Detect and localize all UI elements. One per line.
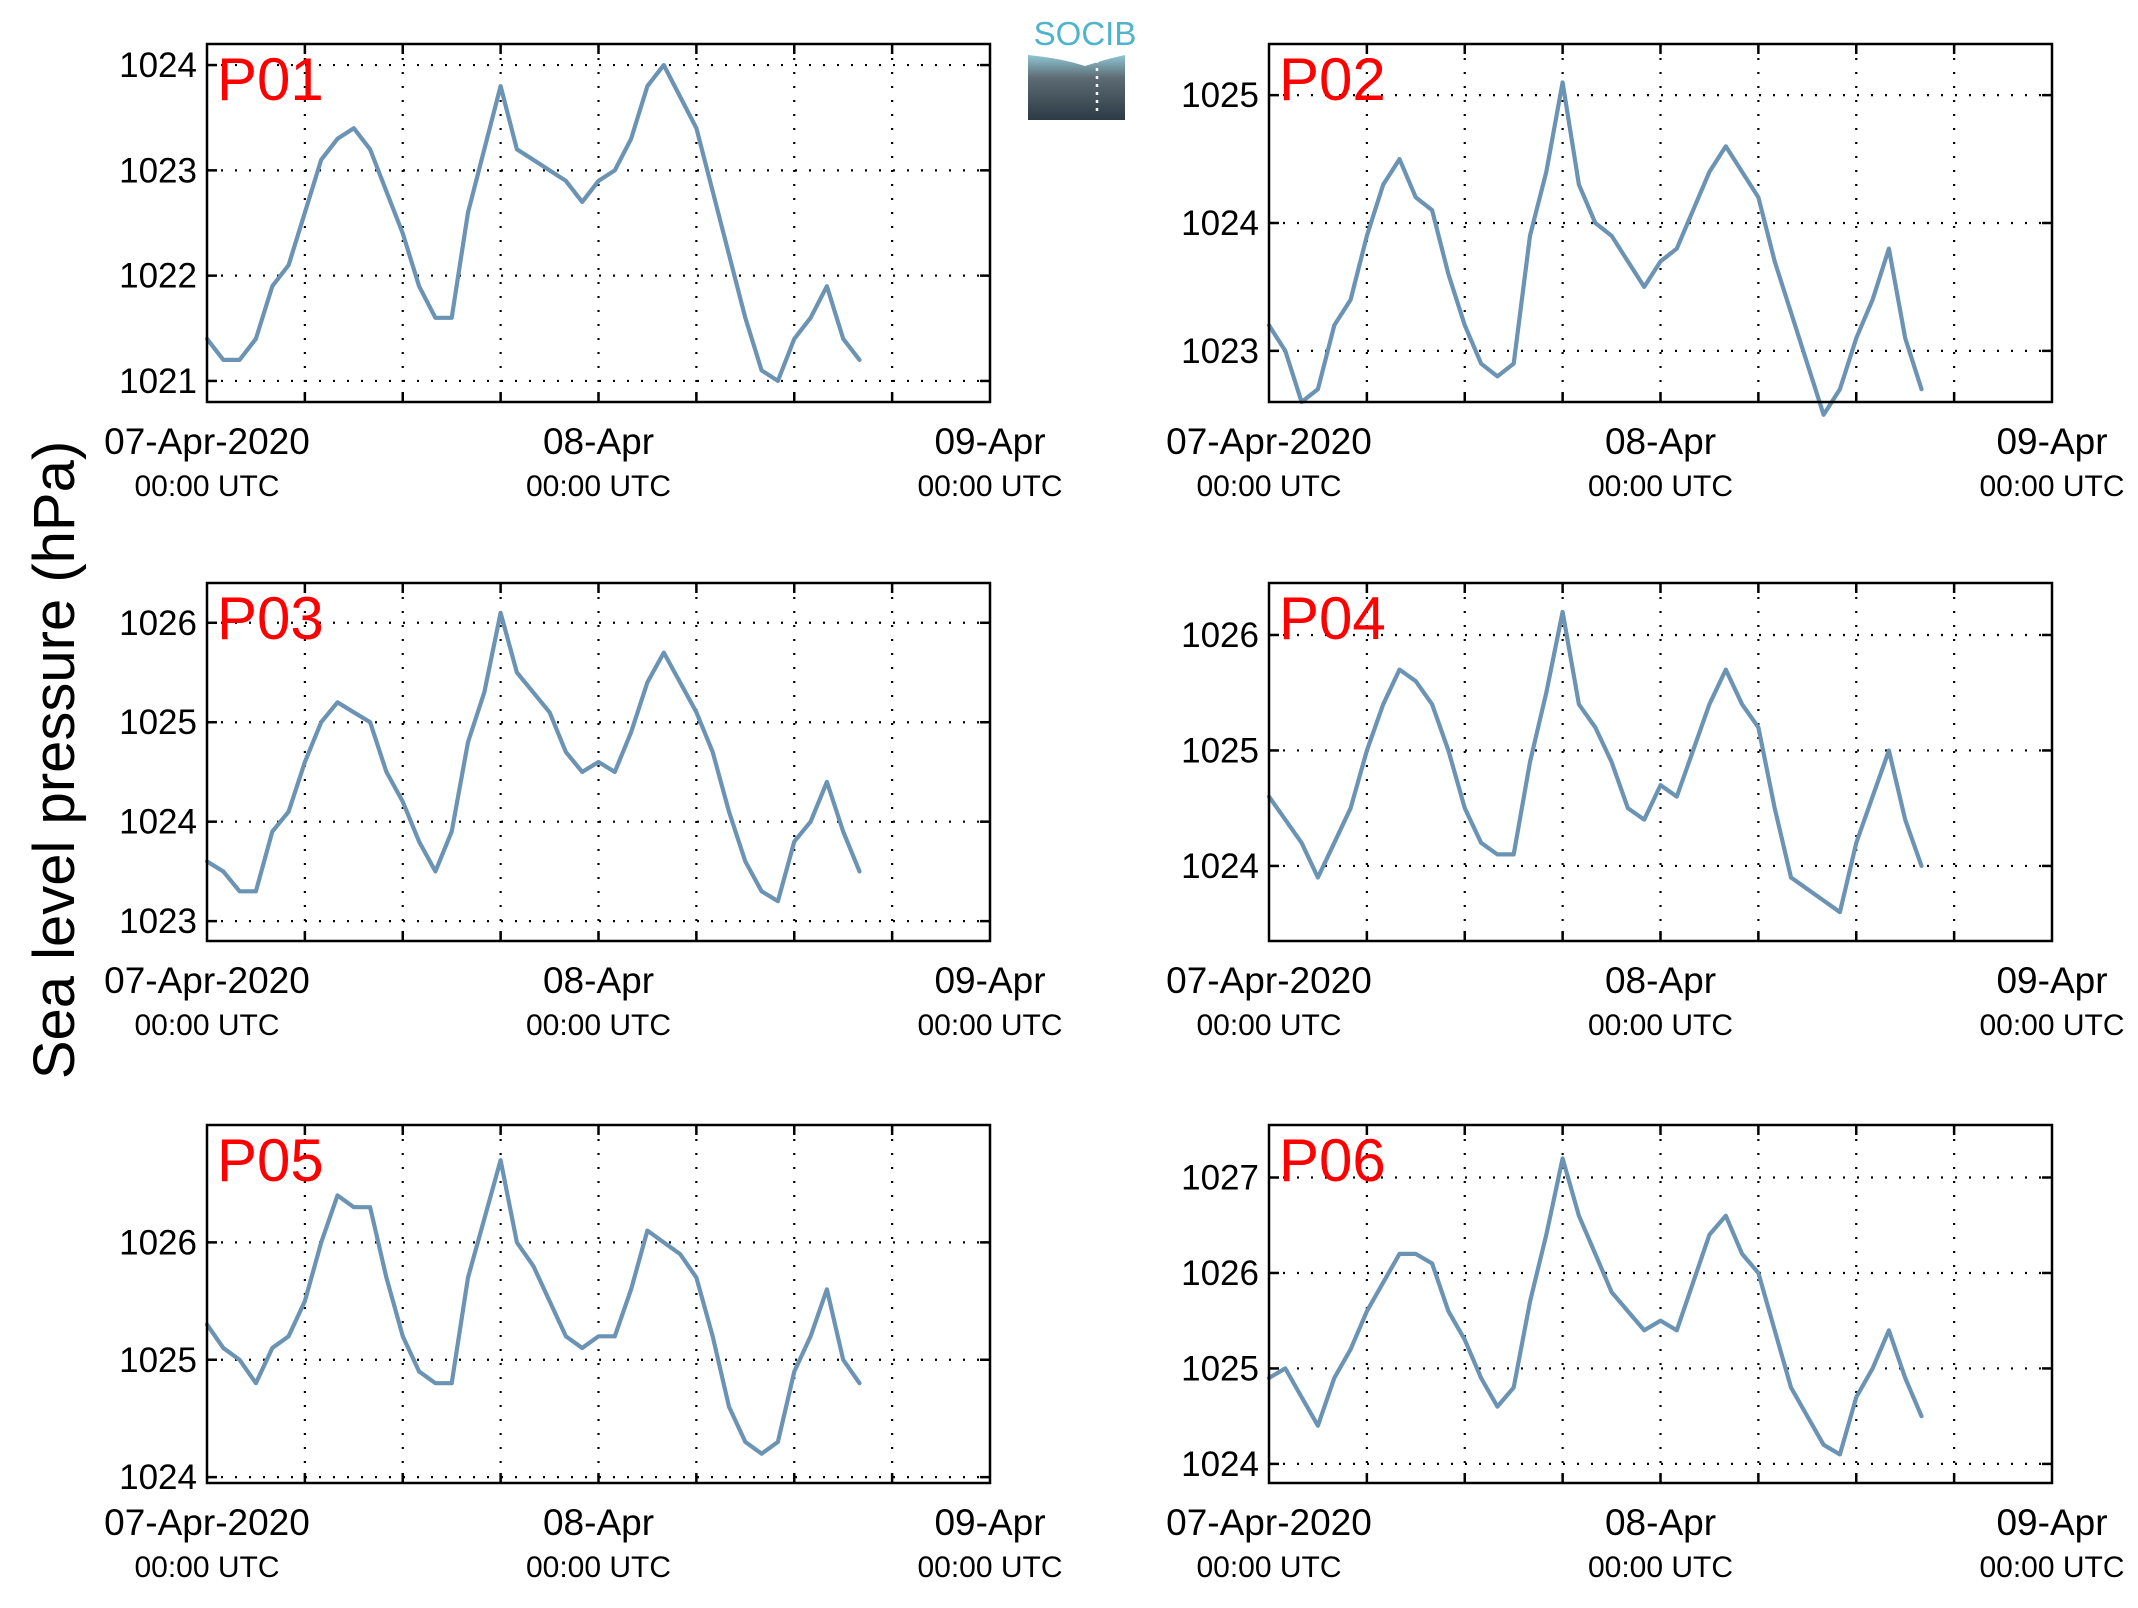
panel-label-p06: P06 bbox=[1279, 1127, 1386, 1194]
y-tick-label: 1023 bbox=[119, 151, 197, 190]
x-tick-label-time: 00:00 UTC bbox=[917, 1551, 1062, 1584]
y-tick-label: 1025 bbox=[1181, 76, 1259, 115]
x-tick-label-date: 07-Apr-2020 bbox=[1166, 960, 1372, 1001]
series-line-p04 bbox=[1266, 609, 1924, 915]
y-tick-label: 1024 bbox=[119, 1458, 197, 1497]
x-tick-label-date: 08-Apr bbox=[543, 960, 654, 1001]
plot-frame bbox=[1267, 1123, 2054, 1485]
series-line-p05 bbox=[204, 1158, 862, 1456]
x-tick-label-date: 09-Apr bbox=[934, 421, 1045, 462]
x-tick-label-date: 08-Apr bbox=[543, 1502, 654, 1543]
y-tick-label: 1026 bbox=[1181, 616, 1259, 655]
y-tick-label: 1027 bbox=[1181, 1159, 1259, 1198]
logo-wave-shape bbox=[1028, 55, 1125, 120]
plot-frame bbox=[1267, 42, 2054, 404]
x-tick-label-time: 00:00 UTC bbox=[526, 1551, 671, 1584]
y-tick-label: 1025 bbox=[119, 1341, 197, 1380]
y-tick-label: 1026 bbox=[119, 1223, 197, 1262]
panel-label-p02: P02 bbox=[1279, 46, 1386, 113]
x-tick-label-date: 07-Apr-2020 bbox=[1166, 1502, 1372, 1543]
x-tick-label-time: 00:00 UTC bbox=[1196, 1009, 1341, 1042]
panel-label-p04: P04 bbox=[1279, 585, 1386, 652]
x-tick-label-date: 08-Apr bbox=[1605, 960, 1716, 1001]
x-tick-label-date: 08-Apr bbox=[1605, 1502, 1716, 1543]
chart-panel-p04: 1024 1025 1026 07-Apr-2020 00:00 UTC 08-Apr 00… bbox=[1166, 581, 2125, 1042]
panels-container: 1021 1022 1023 1024 07-Apr-2020 00:00 UTC 08-A… bbox=[104, 42, 2125, 1584]
x-tick-label-time: 00:00 UTC bbox=[134, 1551, 279, 1584]
y-tick-label: 1022 bbox=[119, 257, 197, 296]
chart-panel-p02: 1023 1024 1025 07-Apr-2020 00:00 UTC 08-Apr 00… bbox=[1166, 42, 2125, 503]
chart-panel-p05: 1024 1025 1026 07-Apr-2020 00:00 UTC 08-Apr 00… bbox=[104, 1123, 1063, 1584]
y-tick-label: 1024 bbox=[119, 803, 197, 842]
y-tick-label: 1023 bbox=[119, 902, 197, 941]
x-tick-label-date: 09-Apr bbox=[1996, 1502, 2107, 1543]
series-line-p03 bbox=[204, 610, 862, 904]
x-tick-label-date: 09-Apr bbox=[1996, 960, 2107, 1001]
x-tick-label-time: 00:00 UTC bbox=[134, 1009, 279, 1042]
x-tick-label-time: 00:00 UTC bbox=[526, 470, 671, 503]
x-tick-label-date: 07-Apr-2020 bbox=[104, 1502, 310, 1543]
y-tick-label: 1023 bbox=[1181, 332, 1259, 371]
y-tick-label: 1024 bbox=[1181, 847, 1259, 886]
plot-frame bbox=[1267, 581, 2054, 943]
chart-panel-p06: 1024 1025 1026 1027 07-Apr-2020 00:00 UTC 08-A… bbox=[1166, 1123, 2125, 1584]
y-axis-label: Sea level pressure (hPa) bbox=[22, 441, 87, 1079]
y-tick-label: 1025 bbox=[1181, 1349, 1259, 1388]
plot-frame bbox=[205, 42, 992, 404]
y-tick-label: 1025 bbox=[1181, 731, 1259, 770]
x-tick-label-time: 00:00 UTC bbox=[1588, 1551, 1733, 1584]
x-tick-label-time: 00:00 UTC bbox=[526, 1009, 671, 1042]
series-line-p02 bbox=[1266, 80, 1924, 417]
x-tick-label-time: 00:00 UTC bbox=[917, 1009, 1062, 1042]
panel-label-p03: P03 bbox=[217, 585, 324, 652]
plot-frame bbox=[205, 1123, 992, 1485]
y-tick-label: 1024 bbox=[119, 46, 197, 85]
x-tick-label-time: 00:00 UTC bbox=[1588, 470, 1733, 503]
x-tick-label-time: 00:00 UTC bbox=[917, 470, 1062, 503]
panel-label-p05: P05 bbox=[217, 1127, 324, 1194]
y-tick-label: 1026 bbox=[1181, 1254, 1259, 1293]
x-tick-label-date: 07-Apr-2020 bbox=[1166, 421, 1372, 462]
x-tick-label-time: 00:00 UTC bbox=[1588, 1009, 1733, 1042]
x-tick-label-time: 00:00 UTC bbox=[1979, 470, 2124, 503]
panel-label-p01: P01 bbox=[217, 46, 324, 113]
chart-panel-p01: 1021 1022 1023 1024 07-Apr-2020 00:00 UTC 08-A… bbox=[104, 42, 1063, 503]
series-line-p06 bbox=[1266, 1156, 1924, 1457]
x-tick-label-time: 00:00 UTC bbox=[1979, 1009, 2124, 1042]
socib-logo-text: SOCIB bbox=[1034, 15, 1137, 52]
x-tick-label-date: 09-Apr bbox=[1996, 421, 2107, 462]
y-tick-label: 1024 bbox=[1181, 1445, 1259, 1484]
x-tick-label-time: 00:00 UTC bbox=[1196, 1551, 1341, 1584]
x-tick-label-time: 00:00 UTC bbox=[1979, 1551, 2124, 1584]
x-tick-label-date: 09-Apr bbox=[934, 1502, 1045, 1543]
x-tick-label-date: 08-Apr bbox=[543, 421, 654, 462]
y-tick-label: 1024 bbox=[1181, 204, 1259, 243]
series-line-p01 bbox=[204, 62, 862, 383]
socib-logo: SOCIB bbox=[1028, 15, 1136, 120]
y-tick-label: 1026 bbox=[119, 604, 197, 643]
x-tick-label-time: 00:00 UTC bbox=[134, 470, 279, 503]
y-tick-label: 1021 bbox=[119, 362, 197, 401]
x-tick-label-date: 09-Apr bbox=[934, 960, 1045, 1001]
x-tick-label-date: 08-Apr bbox=[1605, 421, 1716, 462]
x-tick-label-time: 00:00 UTC bbox=[1196, 470, 1341, 503]
x-tick-label-date: 07-Apr-2020 bbox=[104, 421, 310, 462]
y-tick-label: 1025 bbox=[119, 703, 197, 742]
chart-panel-p03: 1023 1024 1025 1026 07-Apr-2020 00:00 UTC 08-A… bbox=[104, 581, 1063, 1042]
x-tick-label-date: 07-Apr-2020 bbox=[104, 960, 310, 1001]
